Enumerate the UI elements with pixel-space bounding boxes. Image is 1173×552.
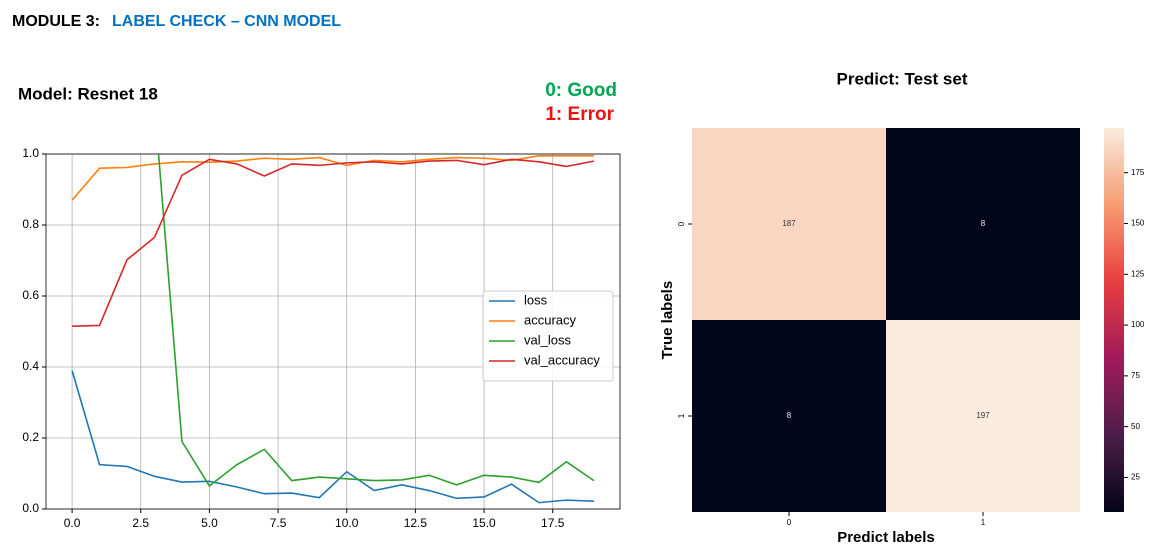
colorbar xyxy=(1104,128,1124,512)
y-tick-label: 0.6 xyxy=(22,288,39,302)
x-axis-label: Predict labels xyxy=(837,529,935,546)
annotation: 1: Error xyxy=(545,104,614,125)
legend-label: accuracy xyxy=(524,312,577,327)
x-tick-label: 2.5 xyxy=(132,516,149,530)
line-series xyxy=(71,154,594,201)
colorbar-tick-label: 100 xyxy=(1131,320,1145,329)
cell-label: 8 xyxy=(787,411,792,420)
heatmap-cell xyxy=(886,128,1080,320)
y-tick-label: 0.2 xyxy=(22,430,39,444)
annotation: 0: Good xyxy=(545,80,617,101)
x-tick-label: 0 xyxy=(787,518,792,527)
x-tick-label: 1 xyxy=(981,518,986,527)
x-tick-label: 0.0 xyxy=(64,516,81,530)
x-tick-label: 7.5 xyxy=(270,516,287,530)
y-tick-label: 1.0 xyxy=(22,146,39,160)
y-tick-label: 0.0 xyxy=(22,501,39,515)
x-tick-label: 5.0 xyxy=(201,516,218,530)
plot-area xyxy=(71,154,595,504)
cell-label: 8 xyxy=(981,219,986,228)
legend-label: loss xyxy=(524,292,548,307)
x-tick-label: 12.5 xyxy=(404,516,428,530)
y-tick-label: 0.4 xyxy=(22,359,39,373)
legend-label: val_loss xyxy=(524,332,571,347)
cell-label: 187 xyxy=(782,219,796,228)
legend-label: val_accuracy xyxy=(524,352,600,367)
colorbar-tick-label: 150 xyxy=(1131,219,1145,228)
x-tick-label: 10.0 xyxy=(335,516,359,530)
x-tick-label: 17.5 xyxy=(541,516,565,530)
colorbar-tick-label: 125 xyxy=(1131,269,1145,278)
line-series xyxy=(71,370,594,504)
legend-box xyxy=(482,290,614,382)
line-series xyxy=(72,158,595,327)
heatmap-cell xyxy=(886,320,1080,512)
y-tick-label: 0 xyxy=(677,221,686,226)
y-tick-label: 1 xyxy=(677,413,686,418)
x-tick-label: 15.0 xyxy=(472,516,496,530)
colorbar-tick-label: 25 xyxy=(1131,473,1140,482)
colorbar-tick-label: 50 xyxy=(1131,422,1140,431)
heatmap-cell xyxy=(692,320,886,512)
plot-frame xyxy=(45,153,621,510)
y-tick-label: 0.8 xyxy=(22,217,39,231)
chart-subtitle: Model: Resnet 18 xyxy=(18,84,158,103)
header-prefix: MODULE 3: xyxy=(12,13,100,30)
colorbar-tick-label: 75 xyxy=(1131,371,1140,380)
line-series xyxy=(157,154,595,488)
colorbar-tick-label: 175 xyxy=(1131,168,1145,177)
y-axis-label: True labels xyxy=(659,281,676,359)
heatmap-title: Predict: Test set xyxy=(836,69,967,88)
heatmap-cell xyxy=(692,128,886,320)
cell-label: 197 xyxy=(976,411,990,420)
header-title: LABEL CHECK – CNN MODEL xyxy=(112,13,341,30)
